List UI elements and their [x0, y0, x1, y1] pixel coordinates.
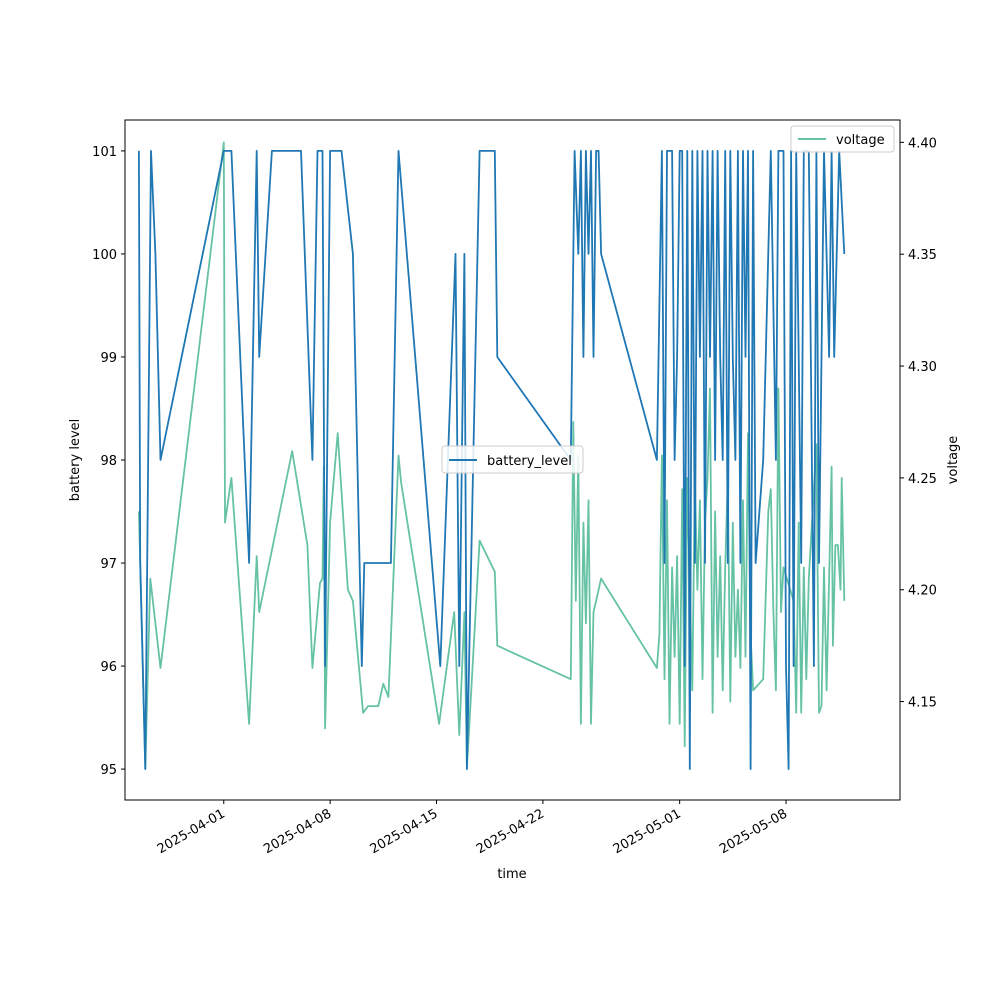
left-y-tick-label: 96 [100, 660, 117, 675]
legend-battery-level: battery_level [441, 445, 584, 474]
right-y-tick-label: 4.40 [908, 136, 937, 151]
right-y-tick-label: 4.15 [908, 696, 937, 711]
legend-battery-level-box [441, 445, 584, 474]
right-y-tick-label: 4.25 [908, 472, 937, 487]
left-y-axis-ticks: 95 96 97 98 99 100 101 [92, 145, 125, 778]
left-y-tick-label: 99 [100, 351, 117, 366]
left-y-tick-label: 95 [100, 763, 117, 778]
left-y-tick-label: 97 [100, 557, 117, 572]
series-layer [137, 141, 846, 770]
left-y-axis-title: battery level [68, 419, 83, 502]
series-line-battery-level [137, 149, 846, 770]
right-y-tick-label: 4.20 [908, 584, 937, 599]
legend-battery-level-label: battery_level [487, 454, 572, 469]
left-y-tick-label: 101 [92, 145, 117, 160]
left-y-tick-label: 100 [92, 248, 117, 263]
right-y-axis-ticks: 4.15 4.20 4.25 4.30 4.35 4.40 [900, 136, 937, 711]
left-y-tick-label: 98 [100, 454, 117, 469]
legend-voltage-label: voltage [836, 133, 885, 148]
x-axis-title: time [497, 867, 526, 882]
right-y-tick-label: 4.35 [908, 248, 937, 263]
series-line-voltage [138, 141, 846, 770]
right-y-tick-label: 4.30 [908, 360, 937, 375]
right-y-axis-title: voltage [946, 436, 961, 485]
legend-voltage: voltage [790, 125, 895, 153]
legend-voltage-box [790, 125, 895, 153]
